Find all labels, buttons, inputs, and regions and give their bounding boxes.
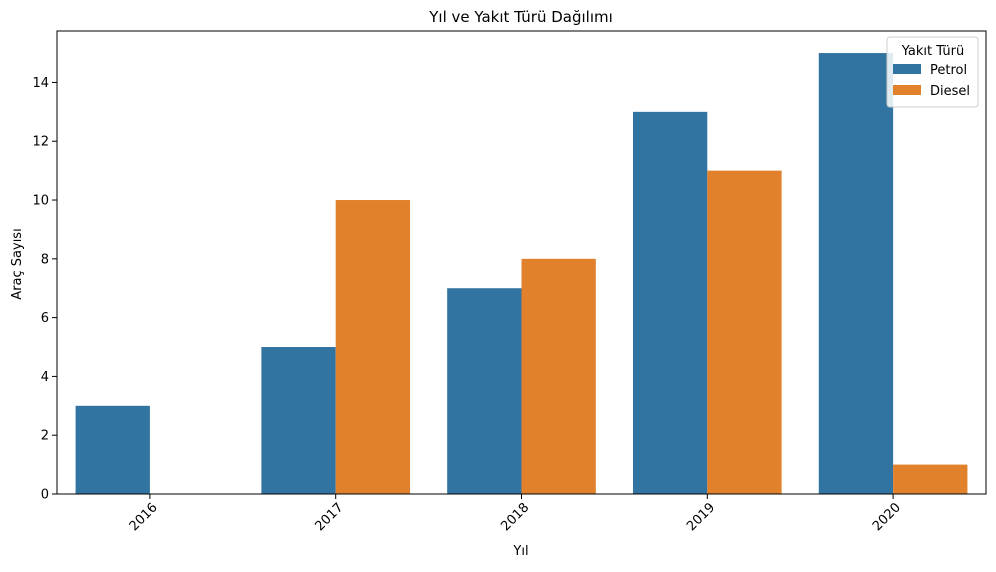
legend-title: Yakıt Türü (901, 44, 964, 59)
y-axis-label: Araç Sayısı (10, 228, 25, 299)
x-tick-label: 2016 (127, 500, 161, 534)
y-tick-label: 0 (41, 488, 49, 503)
bar-diesel-2018 (521, 258, 596, 494)
bar-petrol-2018 (447, 288, 522, 494)
legend: Yakıt Türü Petrol Diesel (886, 36, 979, 108)
bar-diesel-2019 (707, 170, 782, 494)
y-tick-label: 4 (41, 370, 49, 385)
bar-diesel-2017 (335, 200, 411, 494)
legend-label-diesel: Diesel (930, 84, 970, 99)
x-tick-label: 2020 (870, 500, 904, 534)
y-tick-label: 2 (41, 429, 49, 444)
legend-swatch-diesel (893, 85, 921, 95)
y-tick-label: 8 (41, 252, 49, 267)
y-tick-label: 12 (32, 135, 49, 150)
x-tick-label: 2019 (684, 500, 718, 534)
bar-diesel-2020 (893, 464, 968, 494)
legend-label-petrol: Petrol (930, 63, 967, 78)
bar-petrol-2016 (75, 405, 150, 494)
bar-petrol-2020 (818, 53, 894, 495)
y-tick-label: 14 (32, 76, 49, 91)
x-tick-label: 2017 (313, 500, 347, 534)
x-axis-label: Yıl (512, 544, 528, 559)
chart-title: Yıl ve Yakıt Türü Dağılımı (428, 8, 613, 26)
legend-swatch-petrol (893, 64, 921, 74)
bar-petrol-2019 (632, 111, 708, 494)
y-tick-label: 6 (41, 311, 49, 326)
x-tick-label: 2018 (498, 500, 532, 534)
y-tick-label: 10 (32, 194, 49, 209)
bar-petrol-2017 (261, 347, 336, 494)
